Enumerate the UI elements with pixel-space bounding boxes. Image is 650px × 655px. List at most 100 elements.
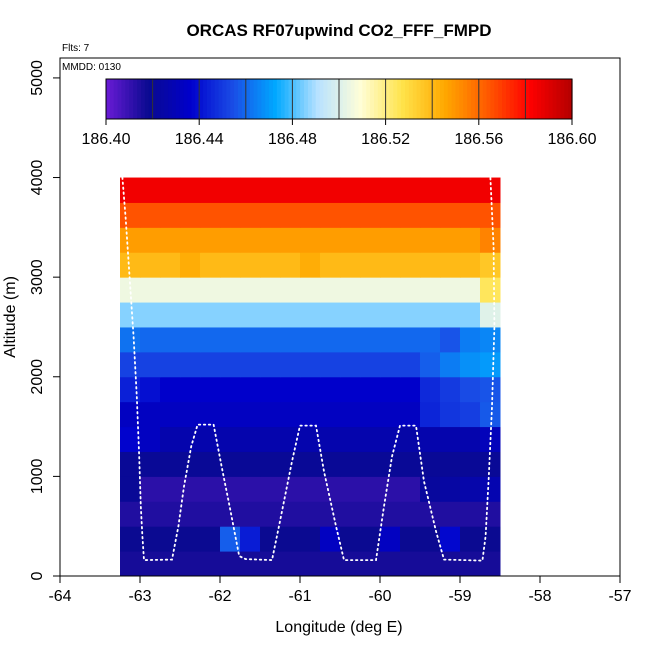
heatmap-cell — [360, 526, 381, 552]
colorbar-segment — [346, 79, 352, 119]
heatmap-cell — [200, 526, 221, 552]
colorbar-segment — [230, 79, 235, 119]
colorbar-segment — [152, 79, 158, 119]
heatmap-cell — [200, 551, 221, 577]
heatmap-cell — [320, 326, 341, 353]
colorbar-segment — [218, 79, 224, 119]
heatmap-cell — [440, 351, 461, 378]
heatmap-cell — [300, 526, 321, 552]
flight-track — [121, 176, 496, 562]
x-tick-label: -60 — [368, 588, 391, 605]
colorbar-segment — [412, 79, 418, 119]
colorbar-segment — [490, 79, 495, 119]
heatmap-cell — [280, 202, 301, 228]
colorbar-tick-label: 186.44 — [175, 131, 224, 148]
colorbar-segment — [315, 79, 321, 119]
colorbar-segment — [195, 79, 200, 119]
heatmap-cell — [380, 302, 401, 328]
heatmap-cell — [180, 302, 201, 328]
flight-track-line — [121, 176, 496, 562]
heatmap-cell — [200, 376, 221, 403]
colorbar-segment — [144, 79, 150, 119]
heatmap-cell — [320, 227, 341, 253]
x-tick-label: -63 — [128, 588, 151, 605]
y-tick-label: 0 — [29, 571, 46, 580]
heatmap-cell — [340, 551, 361, 577]
x-tick-label: -61 — [288, 588, 311, 605]
colorbar-segment — [385, 79, 391, 119]
heatmap-cell — [140, 277, 161, 303]
heatmap-cell — [260, 302, 281, 328]
colorbar-segment — [300, 79, 305, 119]
colorbar-segment — [148, 79, 154, 119]
heatmap-cell — [420, 326, 441, 353]
colorbar-segment — [183, 79, 189, 119]
colorbar-segment — [331, 79, 336, 119]
colorbar-segment — [323, 79, 328, 119]
heatmap-cell — [460, 227, 481, 253]
colorbar-segment — [443, 79, 449, 119]
heatmap-cell — [420, 401, 441, 428]
heatmap-cell — [120, 501, 141, 527]
heatmap-cell — [300, 177, 321, 203]
colorbar-segment — [552, 79, 558, 119]
heatmap-cell — [400, 426, 421, 452]
heatmap-cell — [480, 277, 501, 303]
heatmap-cell — [220, 401, 241, 428]
heatmap-cell — [240, 326, 261, 353]
heatmap-cell — [360, 326, 381, 353]
heatmap-cell — [280, 351, 301, 378]
heatmap-cell — [420, 551, 441, 577]
colorbar-segment — [393, 79, 398, 119]
heatmap-cell — [180, 476, 201, 502]
colorbar-segment — [366, 79, 371, 119]
heatmap-cell — [120, 426, 141, 452]
heatmap-cell — [300, 351, 321, 378]
heatmap-cell — [300, 202, 321, 228]
heatmap-cell — [160, 326, 181, 353]
colorbar-segment — [408, 79, 414, 119]
heatmap-cell — [160, 501, 181, 527]
heatmap-cell — [400, 277, 421, 303]
colorbar-segment — [288, 79, 293, 119]
colorbar-segment — [517, 79, 523, 119]
colorbar-segment — [280, 79, 286, 119]
heatmap-cell — [240, 227, 261, 253]
heatmap-cell — [180, 501, 201, 527]
heatmap-cell — [460, 476, 481, 502]
heatmap-cell — [300, 277, 321, 303]
heatmap-cell — [440, 401, 461, 428]
heatmap-cell — [180, 551, 201, 577]
heatmap-cell — [180, 252, 201, 278]
heatmap-cell — [320, 451, 341, 477]
colorbar-tick-label: 186.56 — [454, 131, 503, 148]
colorbar-segment — [436, 79, 441, 119]
heatmap-cell — [440, 277, 461, 303]
heatmap-cell — [120, 202, 141, 228]
heatmap-cell — [440, 252, 461, 278]
heatmap-cell — [440, 476, 461, 502]
colorbar-segment — [405, 79, 410, 119]
heatmap-cell — [320, 252, 341, 278]
heatmap-cell — [280, 401, 301, 428]
heatmap-cell — [420, 252, 441, 278]
heatmap-cell — [200, 277, 221, 303]
heatmap-cell — [180, 227, 201, 253]
heatmap-cell — [300, 376, 321, 403]
heatmap-cell — [220, 227, 241, 253]
heatmap-cell — [240, 526, 261, 552]
colorbar-segment — [474, 79, 480, 119]
heatmap-cell — [280, 376, 301, 403]
heatmap-cell — [280, 476, 301, 502]
heatmap-cell — [360, 252, 381, 278]
x-tick-label: -57 — [608, 588, 631, 605]
colorbar-segment — [129, 79, 134, 119]
heatmap-cell — [120, 227, 141, 253]
heatmap-cell — [440, 326, 461, 353]
heatmap-cell — [220, 326, 241, 353]
colorbar-segment — [214, 79, 220, 119]
heatmap-cell — [140, 426, 161, 452]
heatmap-cell — [200, 326, 221, 353]
heatmap-cell — [380, 401, 401, 428]
